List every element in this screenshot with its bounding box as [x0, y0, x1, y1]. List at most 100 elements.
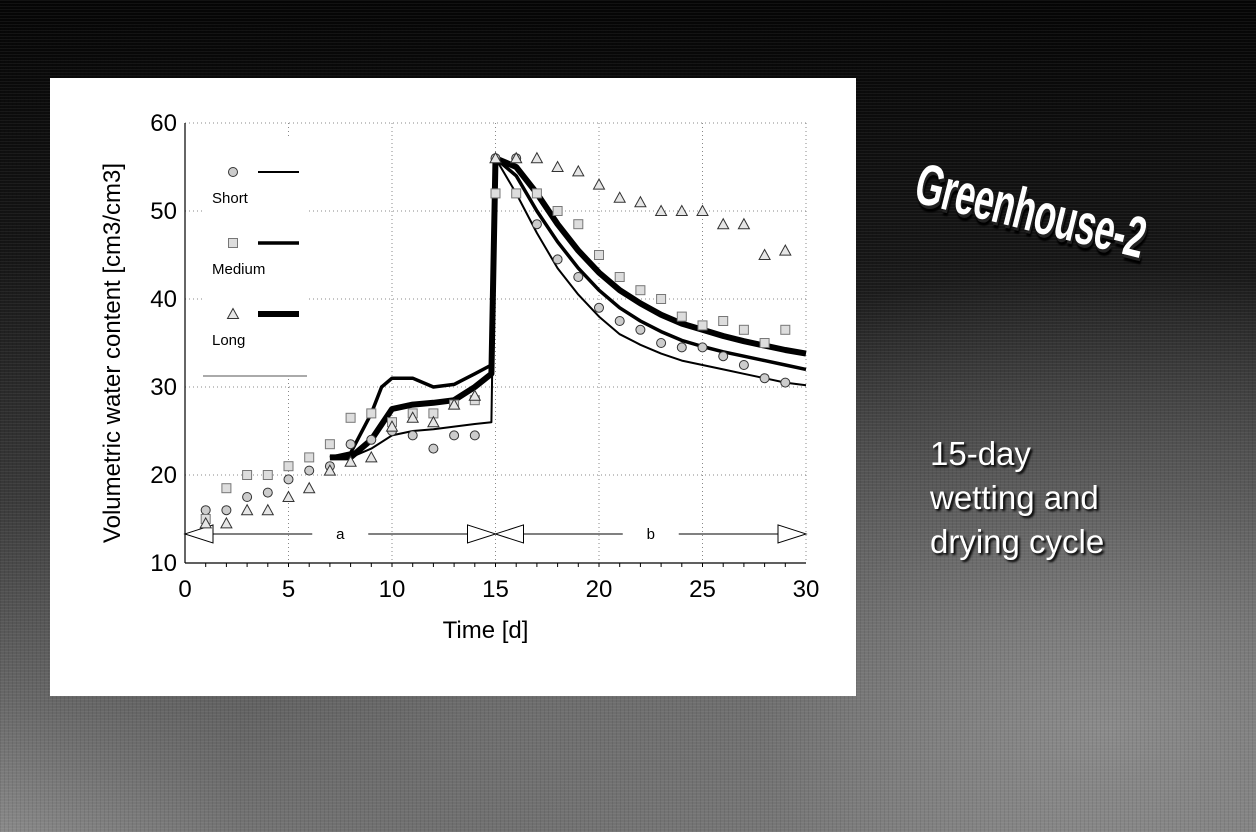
data-point [613, 191, 627, 203]
x-axis-title: Time [d] [443, 617, 529, 644]
data-point [656, 294, 667, 304]
y-tick-label: 50 [150, 198, 177, 225]
x-tick-label: 30 [793, 576, 820, 603]
data-point [200, 505, 211, 516]
phase-arrowhead-right [467, 524, 498, 544]
data-point [364, 450, 378, 463]
data-point [738, 360, 749, 370]
data-point [552, 254, 563, 265]
legend-label: Short [212, 190, 249, 207]
x-tick-label: 0 [178, 576, 191, 603]
data-point [634, 195, 647, 208]
data-point [738, 324, 749, 335]
data-point [490, 188, 501, 199]
legend-marker [228, 167, 238, 177]
data-point [716, 217, 730, 230]
data-point [614, 316, 625, 326]
legend-label: Long [212, 332, 245, 349]
data-point [304, 465, 315, 476]
y-tick-label: 60 [150, 110, 177, 137]
x-tick-label: 10 [379, 576, 406, 603]
data-point [406, 411, 420, 423]
data-point [428, 443, 439, 454]
data-point [221, 483, 232, 494]
data-point [261, 503, 275, 516]
data-point [323, 464, 337, 476]
subtitle-line: 15-day [930, 435, 1031, 472]
data-point [656, 338, 667, 348]
data-point [697, 320, 708, 331]
data-point [468, 389, 482, 401]
data-point [718, 316, 729, 326]
data-point [759, 373, 770, 384]
data-point [366, 408, 377, 419]
data-point [635, 324, 646, 335]
data-point [511, 188, 522, 199]
data-point [676, 342, 687, 353]
phase-arrowhead-left [183, 524, 214, 544]
model-lines [329, 155, 807, 461]
data-point [469, 430, 480, 441]
data-point [220, 516, 233, 529]
subtitle-line: wetting and [930, 479, 1099, 516]
chart-panel: 0 5 10 15 20 25 30 10 20 30 40 50 60 Time [d] Volumetr… [50, 78, 856, 696]
data-point [594, 302, 604, 313]
data-point [199, 516, 213, 529]
data-point [427, 415, 440, 428]
x-tick-label: 5 [282, 576, 295, 603]
legend-label: Medium [212, 261, 265, 278]
observed-points-long [199, 151, 792, 529]
data-point [780, 377, 791, 388]
y-tick-label: 10 [150, 550, 177, 577]
data-point [385, 420, 399, 432]
phase-arrowhead-right [777, 524, 808, 544]
data-point [366, 434, 377, 445]
data-point [304, 452, 315, 463]
x-tick-label: 20 [586, 576, 613, 603]
data-point [283, 474, 294, 485]
phase-label: a [336, 526, 345, 543]
data-point [344, 455, 357, 467]
y-axis-title: Volumetric water content [cm3/cm3] [99, 163, 126, 543]
model-line-long [329, 155, 807, 461]
data-point [758, 248, 771, 260]
x-tick-label: 25 [689, 576, 716, 603]
data-point [654, 204, 668, 216]
data-point [345, 412, 356, 423]
data-point [697, 342, 708, 353]
data-point [531, 188, 542, 199]
data-point [240, 503, 254, 516]
legend-marker [228, 238, 238, 248]
data-point [573, 219, 584, 230]
data-point [635, 285, 646, 296]
data-point [778, 244, 792, 256]
data-point [614, 272, 625, 282]
y-tick-label: 40 [150, 286, 177, 313]
data-point [282, 490, 295, 502]
model-line-short [329, 157, 807, 459]
data-point [530, 151, 544, 164]
data-point [675, 204, 689, 216]
x-tick-label: 15 [482, 576, 509, 603]
data-point [718, 351, 729, 362]
data-point [737, 217, 751, 230]
data-point [242, 492, 253, 502]
y-tick-label: 30 [150, 374, 177, 401]
legend-box [203, 136, 307, 376]
data-point [302, 481, 316, 494]
phase-arrowhead-left [493, 524, 524, 544]
data-point [262, 470, 273, 480]
phase-label: b [647, 526, 655, 543]
data-point [551, 160, 564, 172]
slide-subtitle: 15-day wetting and drying cycle [930, 432, 1104, 564]
data-point [594, 250, 604, 260]
data-point [221, 505, 232, 516]
data-point [759, 338, 770, 348]
volumetric-water-content-chart: 0 5 10 15 20 25 30 10 20 30 40 50 60 Time [d] Volumetr… [99, 110, 820, 644]
data-point [447, 398, 461, 410]
legend: Short Medium Long [203, 136, 307, 377]
data-point [571, 164, 585, 177]
data-point [345, 439, 356, 450]
data-point [407, 430, 418, 441]
